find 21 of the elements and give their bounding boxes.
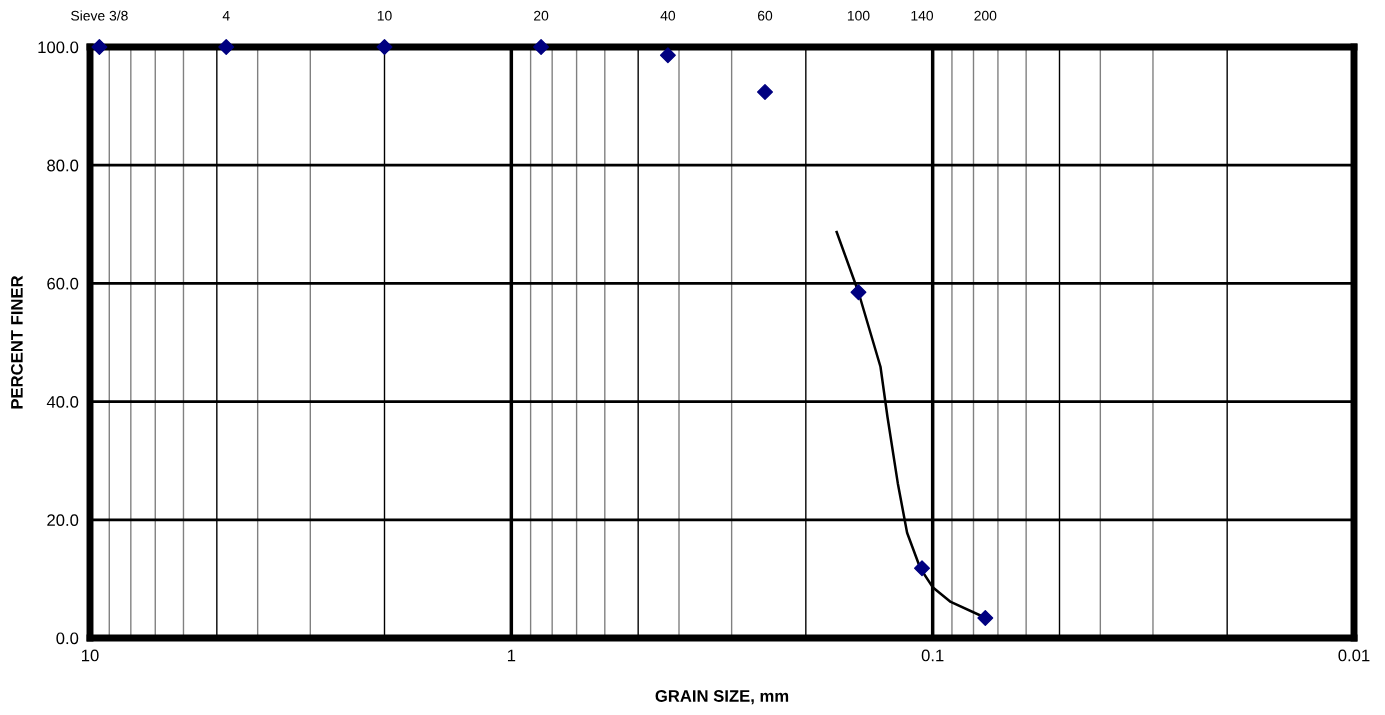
x-tick-label: 0.01 xyxy=(1338,649,1370,662)
x-axis-title: GRAIN SIZE, mm xyxy=(655,690,789,705)
x-tick-label: 0.1 xyxy=(921,649,944,662)
text: 140 xyxy=(911,10,934,21)
y-tick-label: 60.0 xyxy=(47,277,79,290)
y-tick-label: 40.0 xyxy=(46,396,79,408)
y-tick-label: 0.0 xyxy=(56,632,79,645)
text: 200 xyxy=(974,10,997,21)
text: 20 xyxy=(534,10,549,21)
text: 40 xyxy=(660,10,676,21)
y-tick-label: 20.0 xyxy=(47,514,79,526)
y-tick-label: 100.0 xyxy=(38,41,79,54)
text: 10 xyxy=(377,10,392,21)
text: 4 xyxy=(222,10,230,21)
text: 60 xyxy=(757,10,773,21)
text: 100 xyxy=(847,10,870,21)
y-axis-title: PERCENT FINER xyxy=(10,275,23,409)
x-tick-label: 10 xyxy=(82,649,99,662)
x-tick-label: 1 xyxy=(507,649,516,662)
y-tick-label: 80.0 xyxy=(47,159,79,172)
text: Sieve 3/8 xyxy=(71,10,128,21)
